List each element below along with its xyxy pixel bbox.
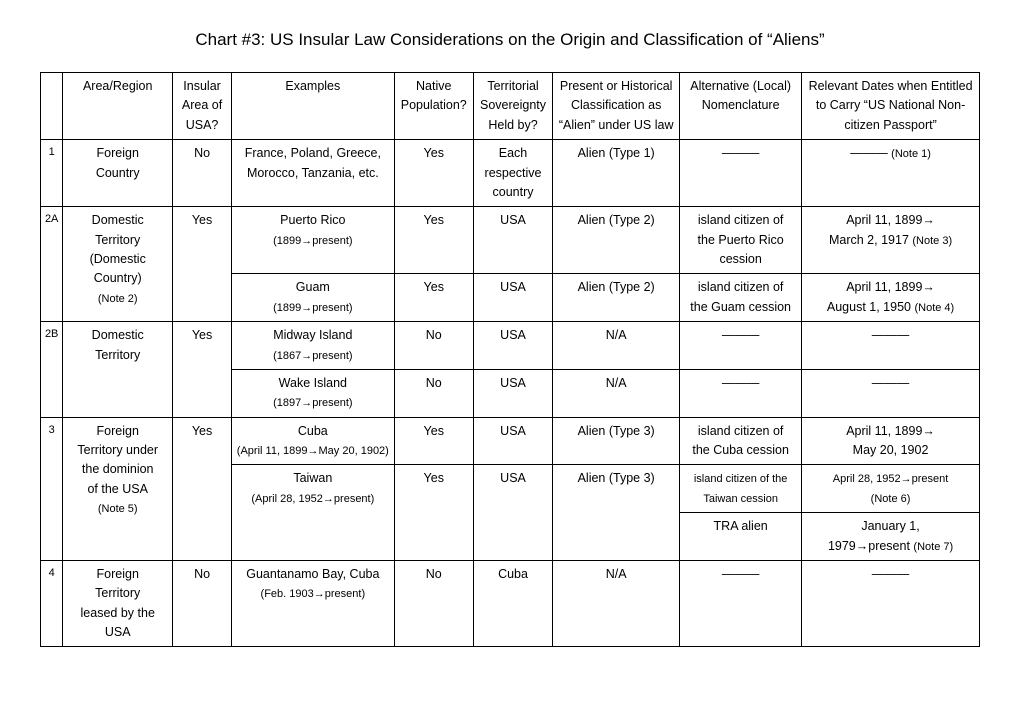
- cell-dates: ———: [802, 369, 980, 417]
- cell-nomenclature: island citizen ofthe Puerto Ricocession: [680, 207, 802, 274]
- cell-insular: Yes: [173, 322, 232, 418]
- cell-nomenclature: ———: [680, 560, 802, 647]
- cell-classification: N/A: [553, 369, 680, 417]
- cell-dates: April 11, 1899→ March 2, 1917 (Note 3): [802, 207, 980, 274]
- col-native: Native Population?: [394, 73, 473, 140]
- cell-classification: Alien (Type 3): [553, 465, 680, 561]
- cell-dates: April 28, 1952→present(Note 6): [802, 465, 980, 513]
- cell-example: Guantanamo Bay, Cuba(Feb. 1903→present): [232, 560, 395, 647]
- cell-classification: Alien (Type 2): [553, 274, 680, 322]
- col-sovereignty: Territorial Sovereignty Held by?: [473, 73, 552, 140]
- cell-dates: April 11, 1899→ August 1, 1950 (Note 4): [802, 274, 980, 322]
- cell-native: Yes: [394, 417, 473, 465]
- table-row: 2A Domestic Territory (Domestic Country)…: [41, 207, 980, 274]
- row-id: 2B: [41, 322, 63, 418]
- cell-native: Yes: [394, 274, 473, 322]
- cell-insular: No: [173, 140, 232, 207]
- cell-insular: Yes: [173, 417, 232, 560]
- cell-sovereignty: Cuba: [473, 560, 552, 647]
- col-examples: Examples: [232, 73, 395, 140]
- cell-dates: January 1, 1979→present (Note 7): [802, 513, 980, 561]
- col-id: [41, 73, 63, 140]
- cell-classification: N/A: [553, 322, 680, 370]
- cell-sovereignty: USA: [473, 369, 552, 417]
- table-row: 4 Foreign Territory leased by the USA No…: [41, 560, 980, 647]
- chart-title: Chart #3: US Insular Law Considerations …: [40, 30, 980, 50]
- cell-insular: No: [173, 560, 232, 647]
- cell-native: No: [394, 369, 473, 417]
- cell-sovereignty: USA: [473, 207, 552, 274]
- cell-example: Midway Island(1867→present): [232, 322, 395, 370]
- table-row: 3 Foreign Territory under the dominion o…: [41, 417, 980, 465]
- cell-nomenclature: TRA alien: [680, 513, 802, 561]
- col-nomenclature: Alternative (Local) Nomenclature: [680, 73, 802, 140]
- cell-native: Yes: [394, 140, 473, 207]
- cell-native: No: [394, 322, 473, 370]
- table-row: 2B DomesticTerritory Yes Midway Island(1…: [41, 322, 980, 370]
- col-area: Area/Region: [63, 73, 173, 140]
- row-id: 1: [41, 140, 63, 207]
- cell-sovereignty: USA: [473, 417, 552, 465]
- cell-classification: Alien (Type 3): [553, 417, 680, 465]
- cell-example: Taiwan(April 28, 1952→present): [232, 465, 395, 561]
- cell-example: Puerto Rico(1899→present): [232, 207, 395, 274]
- cell-nomenclature: island citizen ofthe Cuba cession: [680, 417, 802, 465]
- cell-example: France, Poland, Greece,Morocco, Tanzania…: [232, 140, 395, 207]
- cell-area: DomesticTerritory: [63, 322, 173, 418]
- cell-dates: ———: [802, 560, 980, 647]
- cell-insular: Yes: [173, 207, 232, 322]
- cell-example: Cuba(April 11, 1899→May 20, 1902): [232, 417, 395, 465]
- cell-area: Foreign Territory under the dominion of …: [63, 417, 173, 560]
- cell-area: Foreign Territory leased by the USA: [63, 560, 173, 647]
- col-dates: Relevant Dates when Entitled to Carry “U…: [802, 73, 980, 140]
- cell-sovereignty: USA: [473, 274, 552, 322]
- cell-dates: April 11, 1899→May 20, 1902: [802, 417, 980, 465]
- cell-dates: ——— (Note 1): [802, 140, 980, 207]
- cell-area: Domestic Territory (Domestic Country) (N…: [63, 207, 173, 322]
- table-header-row: Area/Region Insular Area of USA? Example…: [41, 73, 980, 140]
- col-insular: Insular Area of USA?: [173, 73, 232, 140]
- row-id: 4: [41, 560, 63, 647]
- cell-native: Yes: [394, 207, 473, 274]
- col-classification: Present or Historical Classification as …: [553, 73, 680, 140]
- cell-example: Guam(1899→present): [232, 274, 395, 322]
- cell-example: Wake Island(1897→present): [232, 369, 395, 417]
- cell-classification: N/A: [553, 560, 680, 647]
- row-id: 2A: [41, 207, 63, 322]
- cell-nomenclature: ———: [680, 140, 802, 207]
- cell-native: Yes: [394, 465, 473, 561]
- cell-nomenclature: island citizen of theTaiwan cession: [680, 465, 802, 513]
- cell-nomenclature: ———: [680, 322, 802, 370]
- table-row: 1 ForeignCountry No France, Poland, Gree…: [41, 140, 980, 207]
- cell-sovereignty: USA: [473, 465, 552, 561]
- cell-nomenclature: ———: [680, 369, 802, 417]
- cell-classification: Alien (Type 1): [553, 140, 680, 207]
- insular-law-table: Area/Region Insular Area of USA? Example…: [40, 72, 980, 647]
- cell-sovereignty: Eachrespectivecountry: [473, 140, 552, 207]
- cell-native: No: [394, 560, 473, 647]
- cell-nomenclature: island citizen ofthe Guam cession: [680, 274, 802, 322]
- cell-area: ForeignCountry: [63, 140, 173, 207]
- cell-dates: ———: [802, 322, 980, 370]
- row-id: 3: [41, 417, 63, 560]
- cell-sovereignty: USA: [473, 322, 552, 370]
- cell-classification: Alien (Type 2): [553, 207, 680, 274]
